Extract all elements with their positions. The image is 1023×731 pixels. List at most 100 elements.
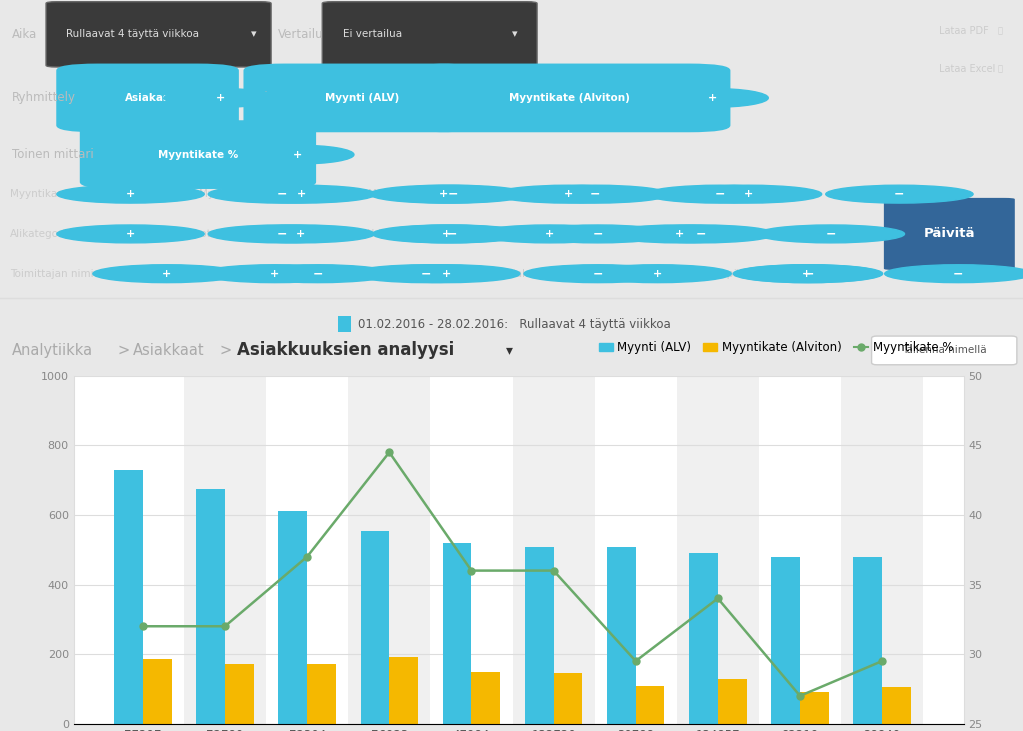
Text: ⬜: ⬜ [997, 26, 1003, 35]
Bar [841, 376, 923, 724]
Circle shape [495, 185, 642, 203]
Text: +: + [439, 189, 448, 199]
Bar [690, 553, 718, 724]
Text: Myyntikanava: Myyntikanava [10, 189, 83, 199]
Text: Päivitä: Päivitä [924, 227, 975, 240]
Text: Viikonpäivä: Viikonpäivä [696, 269, 756, 279]
Text: Myyntikate %: Myyntikate % [158, 150, 238, 159]
Circle shape [606, 225, 753, 243]
Bar [443, 542, 472, 724]
Text: −: − [953, 268, 964, 280]
Text: >: > [118, 343, 130, 358]
Circle shape [733, 265, 881, 283]
Text: +: + [442, 269, 451, 279]
Text: Vertailu: Vertailu [278, 28, 324, 41]
FancyBboxPatch shape [46, 1, 271, 67]
Text: +: + [653, 269, 662, 279]
Text: 01.02.2016 - 28.02.2016:   Rullaavat 4 täyttä viikkoa: 01.02.2016 - 28.02.2016: Rullaavat 4 täy… [358, 318, 671, 331]
FancyBboxPatch shape [872, 336, 1017, 365]
Text: −: − [447, 227, 457, 240]
Circle shape [93, 265, 240, 283]
Text: +: + [545, 229, 554, 239]
Text: Tuotenimike: Tuotenimike [189, 229, 253, 239]
Legend: Myynti (ALV), Myyntikate (Alviton), Myyntikate %: Myynti (ALV), Myyntikate (Alviton), Myyn… [593, 336, 958, 359]
Bar [115, 470, 143, 724]
Bar [607, 547, 635, 724]
Text: Alikategoria: Alikategoria [10, 229, 73, 239]
FancyBboxPatch shape [56, 64, 238, 132]
Text: Myymälä: Myymälä [368, 189, 415, 199]
Circle shape [370, 185, 518, 203]
Circle shape [202, 265, 349, 283]
Text: −: − [448, 188, 458, 200]
Text: Myyntikate (Alviton): Myyntikate (Alviton) [508, 93, 630, 103]
Circle shape [736, 265, 883, 283]
Text: +: + [802, 269, 811, 279]
Bar [348, 376, 431, 724]
Circle shape [227, 225, 374, 243]
Bar [553, 673, 582, 724]
Text: −: − [804, 268, 814, 280]
Text: +: + [675, 229, 684, 239]
Text: Koko: Koko [631, 229, 656, 239]
Text: Asiakkuuksien analyysi: Asiakkuuksien analyysi [237, 341, 454, 360]
Text: +: + [126, 229, 135, 239]
Text: ▾: ▾ [251, 29, 256, 39]
Circle shape [353, 265, 500, 283]
Text: Kategoria: Kategoria [655, 189, 705, 199]
Circle shape [57, 225, 205, 243]
Bar [771, 557, 800, 724]
Circle shape [241, 145, 354, 164]
Text: EAN-koodi: EAN-koodi [353, 229, 406, 239]
Circle shape [885, 265, 1023, 283]
Circle shape [674, 185, 821, 203]
Text: ⬜: ⬜ [997, 64, 1003, 73]
Circle shape [379, 225, 526, 243]
Text: Ryhmittely: Ryhmittely [12, 91, 77, 105]
Text: −: − [276, 188, 287, 200]
Bar [525, 547, 553, 724]
Text: Tallenna nimellä: Tallenna nimellä [902, 346, 986, 355]
Text: −: − [696, 227, 706, 240]
Text: −: − [420, 268, 432, 280]
Circle shape [826, 185, 973, 203]
Bar [677, 376, 759, 724]
Circle shape [244, 265, 392, 283]
Text: Asiakas: Asiakas [199, 269, 239, 279]
Circle shape [647, 185, 794, 203]
Text: Toinen mittari: Toinen mittari [12, 148, 94, 161]
Text: Myyntialue: Myyntialue [199, 189, 257, 199]
Text: Maksutapa: Maksutapa [353, 269, 410, 279]
Circle shape [165, 88, 276, 107]
Text: +: + [297, 189, 307, 199]
Text: ▾: ▾ [506, 344, 514, 357]
Text: Rullaavat 4 täyttä viikkoa: Rullaavat 4 täyttä viikkoa [66, 29, 199, 39]
Text: +: + [442, 229, 451, 239]
Circle shape [757, 225, 904, 243]
Text: Analytiikka: Analytiikka [12, 343, 93, 358]
Text: −: − [894, 188, 904, 200]
Text: Aika: Aika [12, 28, 38, 41]
FancyBboxPatch shape [338, 317, 351, 332]
Circle shape [656, 88, 768, 107]
Text: Ei vertailua: Ei vertailua [343, 29, 402, 39]
Circle shape [228, 185, 375, 203]
Text: +: + [707, 93, 717, 103]
FancyBboxPatch shape [408, 64, 730, 132]
Bar [472, 673, 500, 724]
Bar [225, 664, 254, 724]
Bar [143, 659, 172, 724]
Circle shape [584, 265, 731, 283]
Circle shape [476, 225, 623, 243]
Text: −: − [592, 227, 603, 240]
Circle shape [522, 185, 669, 203]
Text: +: + [293, 150, 303, 159]
Text: Mittari: Mittari [230, 91, 269, 105]
Text: Myyjä: Myyjä [512, 189, 542, 199]
FancyBboxPatch shape [80, 120, 316, 189]
Text: Asiakas: Asiakas [125, 93, 170, 103]
Text: +: + [564, 189, 574, 199]
Bar [513, 376, 594, 724]
FancyBboxPatch shape [322, 1, 537, 67]
Bar [307, 664, 336, 724]
